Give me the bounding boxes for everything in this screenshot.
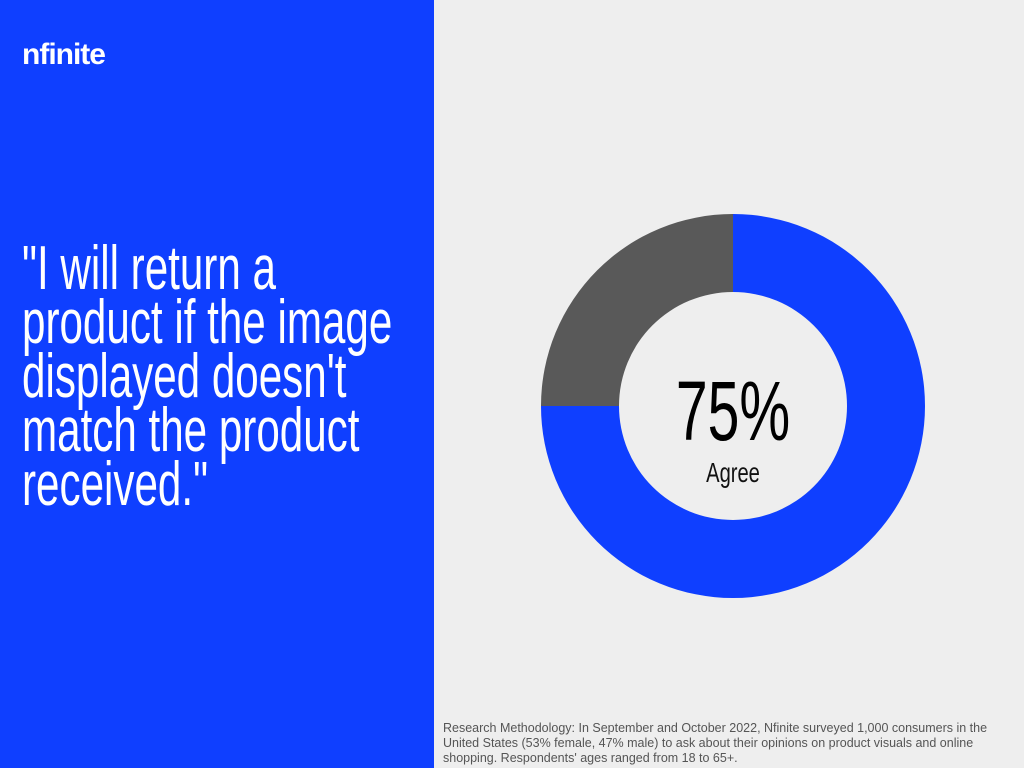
- chart: 75% Agree: [541, 214, 925, 598]
- donut-segment: [541, 214, 733, 406]
- donut: [541, 214, 925, 598]
- center-value: 75%: [676, 365, 790, 459]
- side-panel: nfinite "I will return a product if the …: [0, 0, 434, 768]
- center-label: Agree: [706, 458, 760, 489]
- methodology-note: Research Methodology: In September and O…: [443, 721, 988, 765]
- quote: "I will return a product if the image di…: [22, 234, 393, 519]
- logo: nfinite: [22, 38, 106, 71]
- donut-segment: [541, 214, 925, 598]
